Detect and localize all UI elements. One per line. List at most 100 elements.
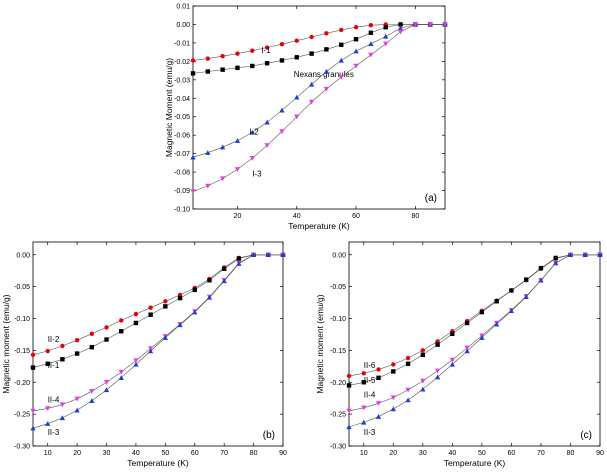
data-point [390,395,396,401]
x-axis-title: Temperature (K) [288,221,350,231]
data-point [376,375,381,380]
panel-label: (a) [425,193,437,204]
x-tick-label: 80 [411,213,419,220]
series-line [348,254,600,428]
y-tick-label: -0.25 [14,412,30,419]
data-point [597,252,603,257]
data-point [207,278,212,283]
data-point [103,380,110,385]
series-ii-4: II-4 [30,252,286,414]
data-point [368,22,374,28]
data-point [205,150,211,155]
data-point [567,252,574,257]
data-point [250,63,255,69]
data-point [249,129,255,135]
data-point [375,401,382,406]
data-point [60,343,65,349]
data-point [234,138,241,143]
data-point [449,357,455,363]
x-tick-label: 50 [161,450,169,457]
x-tick-label: 40 [293,213,301,220]
series-label: I-2 [249,127,259,136]
data-point [59,415,66,421]
data-point [264,45,270,50]
data-point [264,119,270,125]
data-point [103,387,110,393]
data-point [420,386,426,392]
data-point [30,408,36,414]
x-tick-label: 10 [360,450,368,457]
y-tick-label: -0.03 [174,77,190,84]
data-point [405,355,411,361]
data-point [89,388,95,394]
data-point [538,277,544,283]
data-point [308,99,315,105]
y-tick-label: -0.25 [330,412,346,419]
series-line [192,24,445,61]
data-point [45,406,51,412]
data-point [192,287,197,293]
y-axis-title: Magnetic moment (emu/g) [1,294,11,393]
data-point [74,407,80,413]
data-point [391,369,396,374]
data-point [494,321,500,327]
y-tick-label: -0.07 [174,151,190,158]
y-tick-label: -0.30 [14,444,30,451]
y-tick-label: -0.06 [174,133,190,140]
data-point [279,58,285,63]
series-label: II-3 [48,428,60,437]
x-tick-label: 80 [567,450,575,457]
data-point [509,288,514,293]
data-point [220,53,225,59]
data-point [220,176,226,182]
data-point [323,86,330,92]
x-tick-label: 40 [132,450,140,457]
data-point [398,22,403,27]
data-point [338,57,344,63]
series-label: II-3 [364,428,376,437]
series-label: II-1 [48,361,60,370]
data-point [294,94,300,100]
data-point [45,421,51,426]
data-point [582,252,588,257]
chart-panel-c: -0.30 -0.25 -0.20 -0.15 -0.10 -0.05 0.00 10 20 30… [315,241,604,468]
data-point [309,51,314,56]
data-point [420,352,426,358]
data-point [368,30,374,35]
data-point [427,22,433,28]
data-point [405,361,411,366]
y-tick-label: -0.10 [330,316,346,323]
data-point [163,304,168,309]
series-line [348,254,600,412]
panel-label: (c) [580,430,592,441]
data-point [353,25,359,30]
data-point [119,318,124,323]
data-point [89,331,95,336]
series-line [32,254,283,429]
data-point [221,278,227,284]
y-tick-label: -0.10 [174,207,190,214]
data-point [353,63,359,69]
chart-panel-a: -0.10 -0.09 -0.08 -0.07 -0.06 -0.05 -0.04 -0.03… [164,4,448,231]
data-point [368,41,374,47]
data-point [279,107,285,113]
data-point [353,48,359,54]
y-tick-label: 0.01 [176,4,190,11]
series-label: I-3 [252,170,262,179]
data-point [339,42,344,47]
data-point [464,320,470,326]
y-tick-label: -0.04 [174,96,190,103]
x-tick-label: 30 [419,450,427,457]
data-point [464,345,470,351]
series-ii-3: II-3 [30,252,286,437]
data-point [205,69,211,74]
y-tick-label: -0.05 [330,284,346,291]
data-point [205,56,211,61]
x-tick-label: 10 [44,450,52,457]
data-point [279,129,285,135]
series-line [32,254,283,356]
data-point [353,37,359,42]
data-point [190,71,196,76]
x-tick-label: 60 [508,450,516,457]
data-point [523,277,529,282]
